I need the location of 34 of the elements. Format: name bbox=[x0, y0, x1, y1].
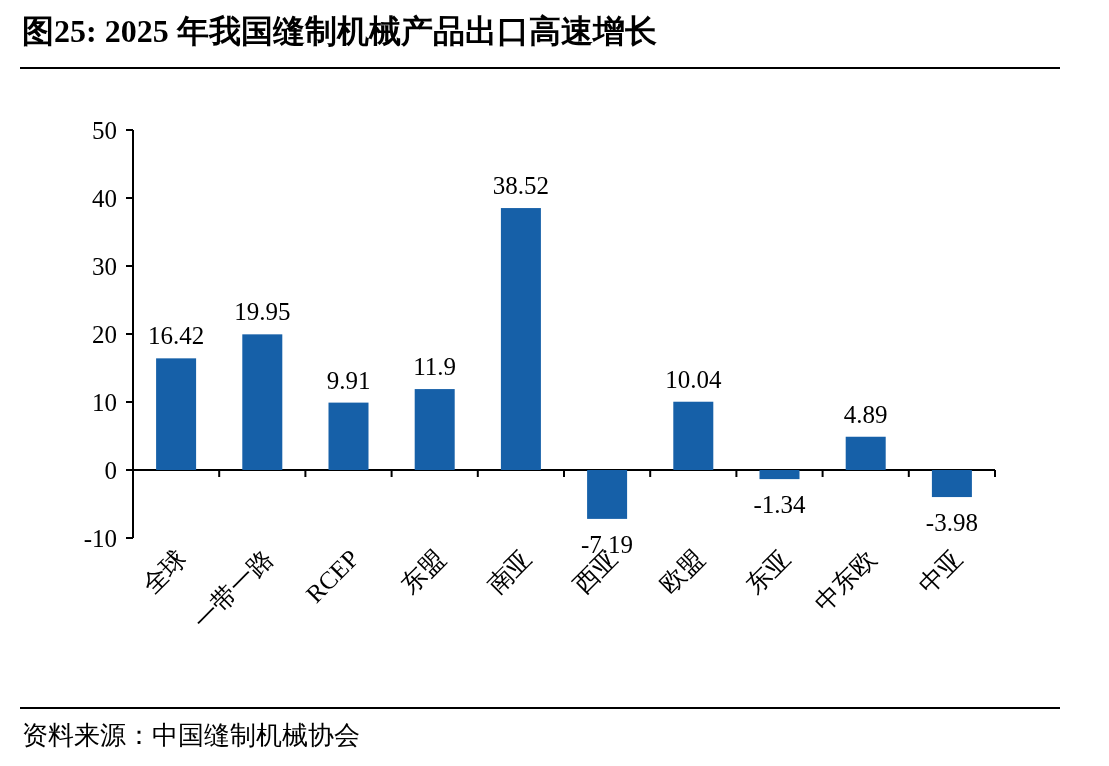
bar bbox=[414, 389, 455, 470]
y-tick-label: 30 bbox=[92, 253, 117, 280]
y-tick-label: 40 bbox=[92, 185, 117, 212]
x-tick-label: 南亚 bbox=[481, 544, 537, 599]
data-label: -3.98 bbox=[925, 509, 978, 537]
bar bbox=[500, 208, 541, 470]
bar bbox=[845, 436, 886, 470]
y-tick-label: 0 bbox=[104, 457, 117, 484]
data-label: 9.91 bbox=[326, 366, 371, 394]
bar bbox=[242, 334, 283, 470]
y-tick-label: 50 bbox=[92, 117, 117, 144]
x-tick-label: 中亚 bbox=[912, 544, 968, 599]
y-tick-label: 20 bbox=[92, 321, 117, 348]
bar bbox=[673, 401, 714, 470]
bar bbox=[931, 470, 972, 498]
x-tick-label: 欧盟 bbox=[654, 544, 709, 599]
bar bbox=[759, 470, 800, 480]
bar bbox=[156, 358, 197, 470]
data-label: -1.34 bbox=[753, 491, 807, 519]
x-tick-label: 东盟 bbox=[395, 544, 451, 599]
data-label: 38.52 bbox=[492, 172, 550, 200]
data-label: 10.04 bbox=[665, 365, 722, 393]
data-label: 19.95 bbox=[234, 298, 291, 326]
data-label: 4.89 bbox=[843, 400, 888, 428]
y-tick-label: 10 bbox=[92, 389, 117, 416]
chart-title: 图25: 2025 年我国缝制机械产品出口高速增长 bbox=[22, 13, 657, 49]
data-label: 11.9 bbox=[413, 353, 457, 381]
bar bbox=[328, 402, 369, 470]
y-tick-label: -10 bbox=[83, 525, 117, 552]
data-label: 16.42 bbox=[147, 322, 205, 350]
bar bbox=[587, 470, 628, 519]
x-tick-label: 中东欧 bbox=[809, 544, 882, 617]
text: 资料来源：中国缝制机械协会 bbox=[22, 721, 360, 750]
x-tick-label: 东亚 bbox=[740, 544, 796, 599]
